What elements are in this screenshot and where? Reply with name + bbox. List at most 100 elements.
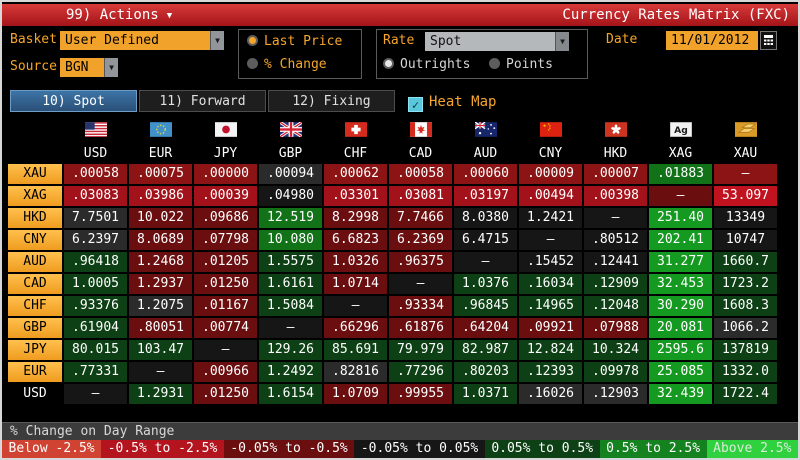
matrix-cell-aud-xau[interactable]: 1660.7 bbox=[714, 252, 777, 272]
matrix-cell-hkd-xau[interactable]: 13349 bbox=[714, 208, 777, 228]
matrix-cell-cny-gbp[interactable]: 10.080 bbox=[259, 230, 322, 250]
matrix-cell-xau-hkd[interactable]: .00007 bbox=[584, 164, 647, 184]
basket-select[interactable]: User Defined bbox=[60, 31, 210, 50]
row-label-chf[interactable]: CHF bbox=[8, 296, 62, 316]
matrix-cell-jpy-gbp[interactable]: 129.26 bbox=[259, 340, 322, 360]
matrix-cell-hkd-cny[interactable]: 1.2421 bbox=[519, 208, 582, 228]
matrix-cell-gbp-aud[interactable]: .64204 bbox=[454, 318, 517, 338]
matrix-cell-gbp-gbp[interactable]: – bbox=[259, 318, 322, 338]
matrix-cell-jpy-xag[interactable]: 2595.6 bbox=[649, 340, 712, 360]
row-label-aud[interactable]: AUD bbox=[8, 252, 62, 272]
matrix-cell-xag-chf[interactable]: .03301 bbox=[324, 186, 387, 206]
checkbox-checked-icon[interactable]: ✓ bbox=[408, 97, 423, 112]
row-label-xag[interactable]: XAG bbox=[8, 186, 62, 206]
matrix-cell-cny-eur[interactable]: 8.0689 bbox=[129, 230, 192, 250]
matrix-cell-jpy-chf[interactable]: 85.691 bbox=[324, 340, 387, 360]
matrix-cell-cad-aud[interactable]: 1.0376 bbox=[454, 274, 517, 294]
row-label-gbp[interactable]: GBP bbox=[8, 318, 62, 338]
matrix-cell-aud-xag[interactable]: 31.277 bbox=[649, 252, 712, 272]
matrix-cell-xag-xag[interactable]: – bbox=[649, 186, 712, 206]
matrix-cell-xau-jpy[interactable]: .00000 bbox=[194, 164, 257, 184]
matrix-cell-xag-cad[interactable]: .03081 bbox=[389, 186, 452, 206]
radio-icon[interactable] bbox=[247, 35, 258, 46]
matrix-cell-eur-cny[interactable]: .12393 bbox=[519, 362, 582, 382]
radio-icon[interactable] bbox=[489, 58, 500, 69]
matrix-cell-chf-aud[interactable]: .96845 bbox=[454, 296, 517, 316]
matrix-cell-eur-xag[interactable]: 25.085 bbox=[649, 362, 712, 382]
matrix-cell-cad-usd[interactable]: 1.0005 bbox=[64, 274, 127, 294]
source-select[interactable]: BGN bbox=[60, 58, 104, 77]
matrix-cell-xag-cny[interactable]: .00494 bbox=[519, 186, 582, 206]
matrix-cell-xau-chf[interactable]: .00062 bbox=[324, 164, 387, 184]
matrix-cell-cad-cad[interactable]: – bbox=[389, 274, 452, 294]
matrix-cell-usd-jpy[interactable]: .01250 bbox=[194, 384, 257, 404]
matrix-cell-aud-jpy[interactable]: .01205 bbox=[194, 252, 257, 272]
matrix-cell-xau-gbp[interactable]: .00094 bbox=[259, 164, 322, 184]
matrix-cell-hkd-usd[interactable]: 7.7501 bbox=[64, 208, 127, 228]
matrix-cell-chf-cny[interactable]: .14965 bbox=[519, 296, 582, 316]
matrix-cell-gbp-xau[interactable]: 1066.2 bbox=[714, 318, 777, 338]
matrix-cell-cad-chf[interactable]: 1.0714 bbox=[324, 274, 387, 294]
matrix-cell-xag-aud[interactable]: .03197 bbox=[454, 186, 517, 206]
matrix-cell-hkd-xag[interactable]: 251.40 bbox=[649, 208, 712, 228]
row-label-eur[interactable]: EUR bbox=[8, 362, 62, 382]
matrix-cell-usd-hkd[interactable]: .12903 bbox=[584, 384, 647, 404]
matrix-cell-usd-gbp[interactable]: 1.6154 bbox=[259, 384, 322, 404]
matrix-cell-usd-chf[interactable]: 1.0709 bbox=[324, 384, 387, 404]
tab-spot[interactable]: 10) Spot bbox=[10, 90, 137, 112]
matrix-cell-hkd-gbp[interactable]: 12.519 bbox=[259, 208, 322, 228]
matrix-cell-xau-cny[interactable]: .00009 bbox=[519, 164, 582, 184]
matrix-cell-cad-xau[interactable]: 1723.2 bbox=[714, 274, 777, 294]
matrix-cell-cny-xau[interactable]: 10747 bbox=[714, 230, 777, 250]
matrix-cell-xau-eur[interactable]: .00075 bbox=[129, 164, 192, 184]
matrix-cell-jpy-aud[interactable]: 82.987 bbox=[454, 340, 517, 360]
matrix-cell-chf-jpy[interactable]: .01167 bbox=[194, 296, 257, 316]
row-label-cad[interactable]: CAD bbox=[8, 274, 62, 294]
matrix-cell-hkd-chf[interactable]: 8.2998 bbox=[324, 208, 387, 228]
matrix-cell-xau-xau[interactable]: – bbox=[714, 164, 777, 184]
basket-dropdown-arrow-icon[interactable]: ▼ bbox=[210, 31, 224, 50]
matrix-cell-gbp-eur[interactable]: .80051 bbox=[129, 318, 192, 338]
matrix-cell-gbp-jpy[interactable]: .00774 bbox=[194, 318, 257, 338]
row-label-jpy[interactable]: JPY bbox=[8, 340, 62, 360]
matrix-cell-aud-usd[interactable]: .96418 bbox=[64, 252, 127, 272]
matrix-cell-cny-chf[interactable]: 6.6823 bbox=[324, 230, 387, 250]
matrix-cell-xau-xag[interactable]: .01883 bbox=[649, 164, 712, 184]
matrix-cell-usd-cad[interactable]: .99955 bbox=[389, 384, 452, 404]
matrix-cell-xag-eur[interactable]: .03986 bbox=[129, 186, 192, 206]
matrix-cell-chf-cad[interactable]: .93334 bbox=[389, 296, 452, 316]
matrix-cell-aud-chf[interactable]: 1.0326 bbox=[324, 252, 387, 272]
matrix-cell-eur-jpy[interactable]: .00966 bbox=[194, 362, 257, 382]
row-label-hkd[interactable]: HKD bbox=[8, 208, 62, 228]
matrix-cell-jpy-jpy[interactable]: – bbox=[194, 340, 257, 360]
row-label-cny[interactable]: CNY bbox=[8, 230, 62, 250]
matrix-cell-aud-cny[interactable]: .15452 bbox=[519, 252, 582, 272]
matrix-cell-cny-cad[interactable]: 6.2369 bbox=[389, 230, 452, 250]
matrix-cell-chf-hkd[interactable]: .12048 bbox=[584, 296, 647, 316]
matrix-cell-usd-cny[interactable]: .16026 bbox=[519, 384, 582, 404]
radio-price-last-price[interactable]: Last Price bbox=[247, 33, 342, 51]
matrix-cell-xau-cad[interactable]: .00058 bbox=[389, 164, 452, 184]
matrix-cell-chf-eur[interactable]: 1.2075 bbox=[129, 296, 192, 316]
matrix-cell-gbp-chf[interactable]: .66296 bbox=[324, 318, 387, 338]
matrix-cell-xag-gbp[interactable]: .04980 bbox=[259, 186, 322, 206]
matrix-cell-jpy-cad[interactable]: 79.979 bbox=[389, 340, 452, 360]
matrix-cell-xau-usd[interactable]: .00058 bbox=[64, 164, 127, 184]
tab-forward[interactable]: 11) Forward bbox=[139, 90, 266, 112]
matrix-cell-gbp-usd[interactable]: .61904 bbox=[64, 318, 127, 338]
matrix-cell-eur-eur[interactable]: – bbox=[129, 362, 192, 382]
matrix-cell-xag-usd[interactable]: .03083 bbox=[64, 186, 127, 206]
radio-rate-points[interactable]: Points bbox=[489, 56, 553, 74]
matrix-cell-usd-eur[interactable]: 1.2931 bbox=[129, 384, 192, 404]
matrix-cell-eur-aud[interactable]: .80203 bbox=[454, 362, 517, 382]
matrix-cell-usd-aud[interactable]: 1.0371 bbox=[454, 384, 517, 404]
row-label-xau[interactable]: XAU bbox=[8, 164, 62, 184]
matrix-cell-cad-hkd[interactable]: .12909 bbox=[584, 274, 647, 294]
matrix-cell-cny-xag[interactable]: 202.41 bbox=[649, 230, 712, 250]
matrix-cell-xau-aud[interactable]: .00060 bbox=[454, 164, 517, 184]
rate-select[interactable]: Spot bbox=[425, 32, 555, 51]
matrix-cell-hkd-jpy[interactable]: .09686 bbox=[194, 208, 257, 228]
matrix-cell-hkd-eur[interactable]: 10.022 bbox=[129, 208, 192, 228]
matrix-cell-gbp-xag[interactable]: 20.081 bbox=[649, 318, 712, 338]
actions-menu[interactable]: 99) Actions ▼ bbox=[66, 4, 172, 27]
